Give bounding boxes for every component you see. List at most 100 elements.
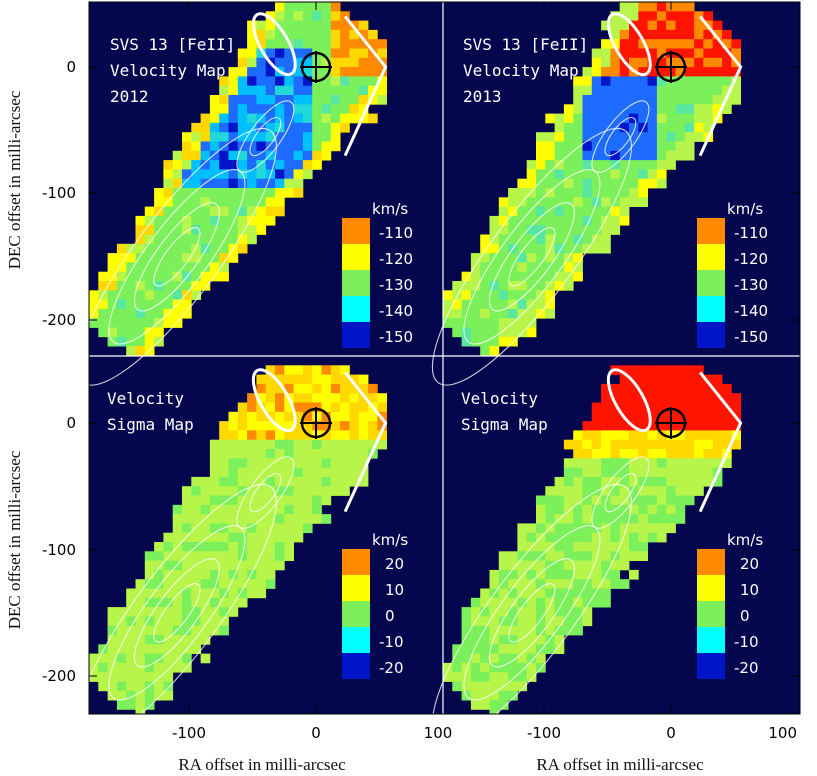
heatmap-cell (694, 449, 704, 459)
heatmap-cell (554, 169, 565, 180)
heatmap-cell (619, 523, 630, 534)
heatmap-cell (182, 225, 192, 235)
heatmap-cell (312, 514, 322, 524)
heatmap-cell (582, 430, 593, 441)
heatmap-cell (321, 2, 332, 12)
heatmap-cell (265, 141, 276, 152)
heatmap-cell (573, 476, 583, 487)
heatmap-cell (321, 39, 332, 49)
heatmap-cell (508, 215, 518, 226)
heatmap-cell (656, 523, 667, 534)
heatmap-cell (601, 514, 611, 524)
heatmap-cell (163, 206, 174, 217)
heatmap-cell (98, 281, 108, 291)
heatmap-cell (582, 458, 593, 468)
heatmap-cell (629, 532, 639, 543)
heatmap-cell (116, 625, 127, 636)
heatmap-cell (172, 514, 183, 524)
panel-title-line: Sigma Map (107, 415, 194, 434)
heatmap-cell (591, 569, 602, 580)
heatmap-cell (573, 262, 583, 273)
heatmap-cell (498, 336, 509, 347)
heatmap-cell (302, 85, 313, 96)
heatmap-cell (517, 290, 528, 300)
heatmap-cell (656, 104, 667, 114)
heatmap-cell (601, 411, 611, 422)
heatmap-cell (461, 281, 472, 291)
heatmap-cell (191, 253, 201, 263)
heatmap-cell (638, 495, 648, 506)
heatmap-cell (256, 374, 267, 385)
colorbar-label: -130 (379, 276, 413, 294)
colorbar-label: 0 (385, 607, 395, 625)
heatmap-cell (601, 588, 611, 599)
heatmap-cell (293, 132, 304, 142)
heatmap-cell (554, 486, 565, 496)
heatmap-cell (321, 76, 332, 87)
heatmap-cell (582, 234, 593, 245)
marker-overlays (251, 12, 743, 513)
heatmap-cell (508, 551, 518, 561)
heatmap-cell (573, 243, 583, 254)
heatmap-cell (349, 374, 360, 385)
heatmap-cell (508, 271, 518, 282)
heatmap-cell (480, 635, 490, 645)
heatmap-cell (219, 215, 229, 226)
heatmap-cell (536, 560, 546, 571)
heatmap-cell (554, 122, 565, 133)
heatmap-cell (582, 225, 593, 235)
heatmap-cell (536, 262, 546, 273)
colorbar-swatch (697, 270, 725, 296)
heatmap-cell (98, 681, 108, 692)
heatmap-cell (638, 551, 648, 561)
contour (76, 127, 277, 386)
heatmap-cell (312, 365, 322, 375)
outflow-ellipse-marker (606, 368, 652, 433)
heatmap-cell (247, 57, 257, 68)
heatmap-cell (629, 514, 639, 524)
heatmap-cell (656, 476, 667, 487)
heatmap-cell (135, 299, 146, 310)
heatmap-cell (489, 662, 500, 673)
heatmap-cell (200, 579, 211, 589)
heatmap-cell (517, 551, 528, 561)
heatmap-cell (200, 281, 211, 291)
heatmap-cell (163, 681, 174, 692)
heatmap-cell (284, 439, 294, 450)
heatmap-cell (228, 169, 239, 180)
heatmap-cell (349, 85, 360, 96)
heatmap-cell (247, 542, 257, 552)
heatmap-cell (712, 383, 723, 394)
heatmap-cell (656, 39, 667, 49)
heatmap-cell (480, 299, 490, 310)
heatmap-cell (107, 271, 118, 282)
heatmap-cell (284, 514, 294, 524)
heatmap-cell (573, 76, 583, 87)
heatmap-cell (247, 141, 257, 152)
heatmap-cell (480, 262, 490, 273)
heatmap-cell (684, 365, 695, 375)
colorbar-label: 20 (385, 555, 404, 573)
heatmap-cell (284, 411, 294, 422)
heatmap-cell (302, 39, 313, 49)
heatmap-cell (377, 48, 387, 59)
heatmap-cell (470, 625, 481, 636)
heatmap-cell (675, 365, 686, 375)
heatmap-cell (330, 402, 341, 413)
heatmap-cell (321, 104, 332, 114)
colorbar-label: 0 (740, 607, 750, 625)
heatmap-cell (219, 85, 229, 96)
colorbar-label: -10 (734, 633, 759, 651)
heatmap-cell (200, 113, 211, 124)
heatmap-cell (144, 551, 155, 561)
heatmap-cell (191, 569, 201, 580)
heatmap-cell (638, 467, 648, 478)
heatmap-cell (182, 625, 192, 636)
heatmap-cell (638, 85, 648, 96)
heatmap-cell (684, 476, 695, 487)
heatmap-cell (601, 458, 611, 468)
heatmap-cell (601, 523, 611, 534)
heatmap-cell (591, 225, 602, 235)
heatmap-cell (302, 467, 313, 478)
heatmap-cell (321, 29, 332, 40)
